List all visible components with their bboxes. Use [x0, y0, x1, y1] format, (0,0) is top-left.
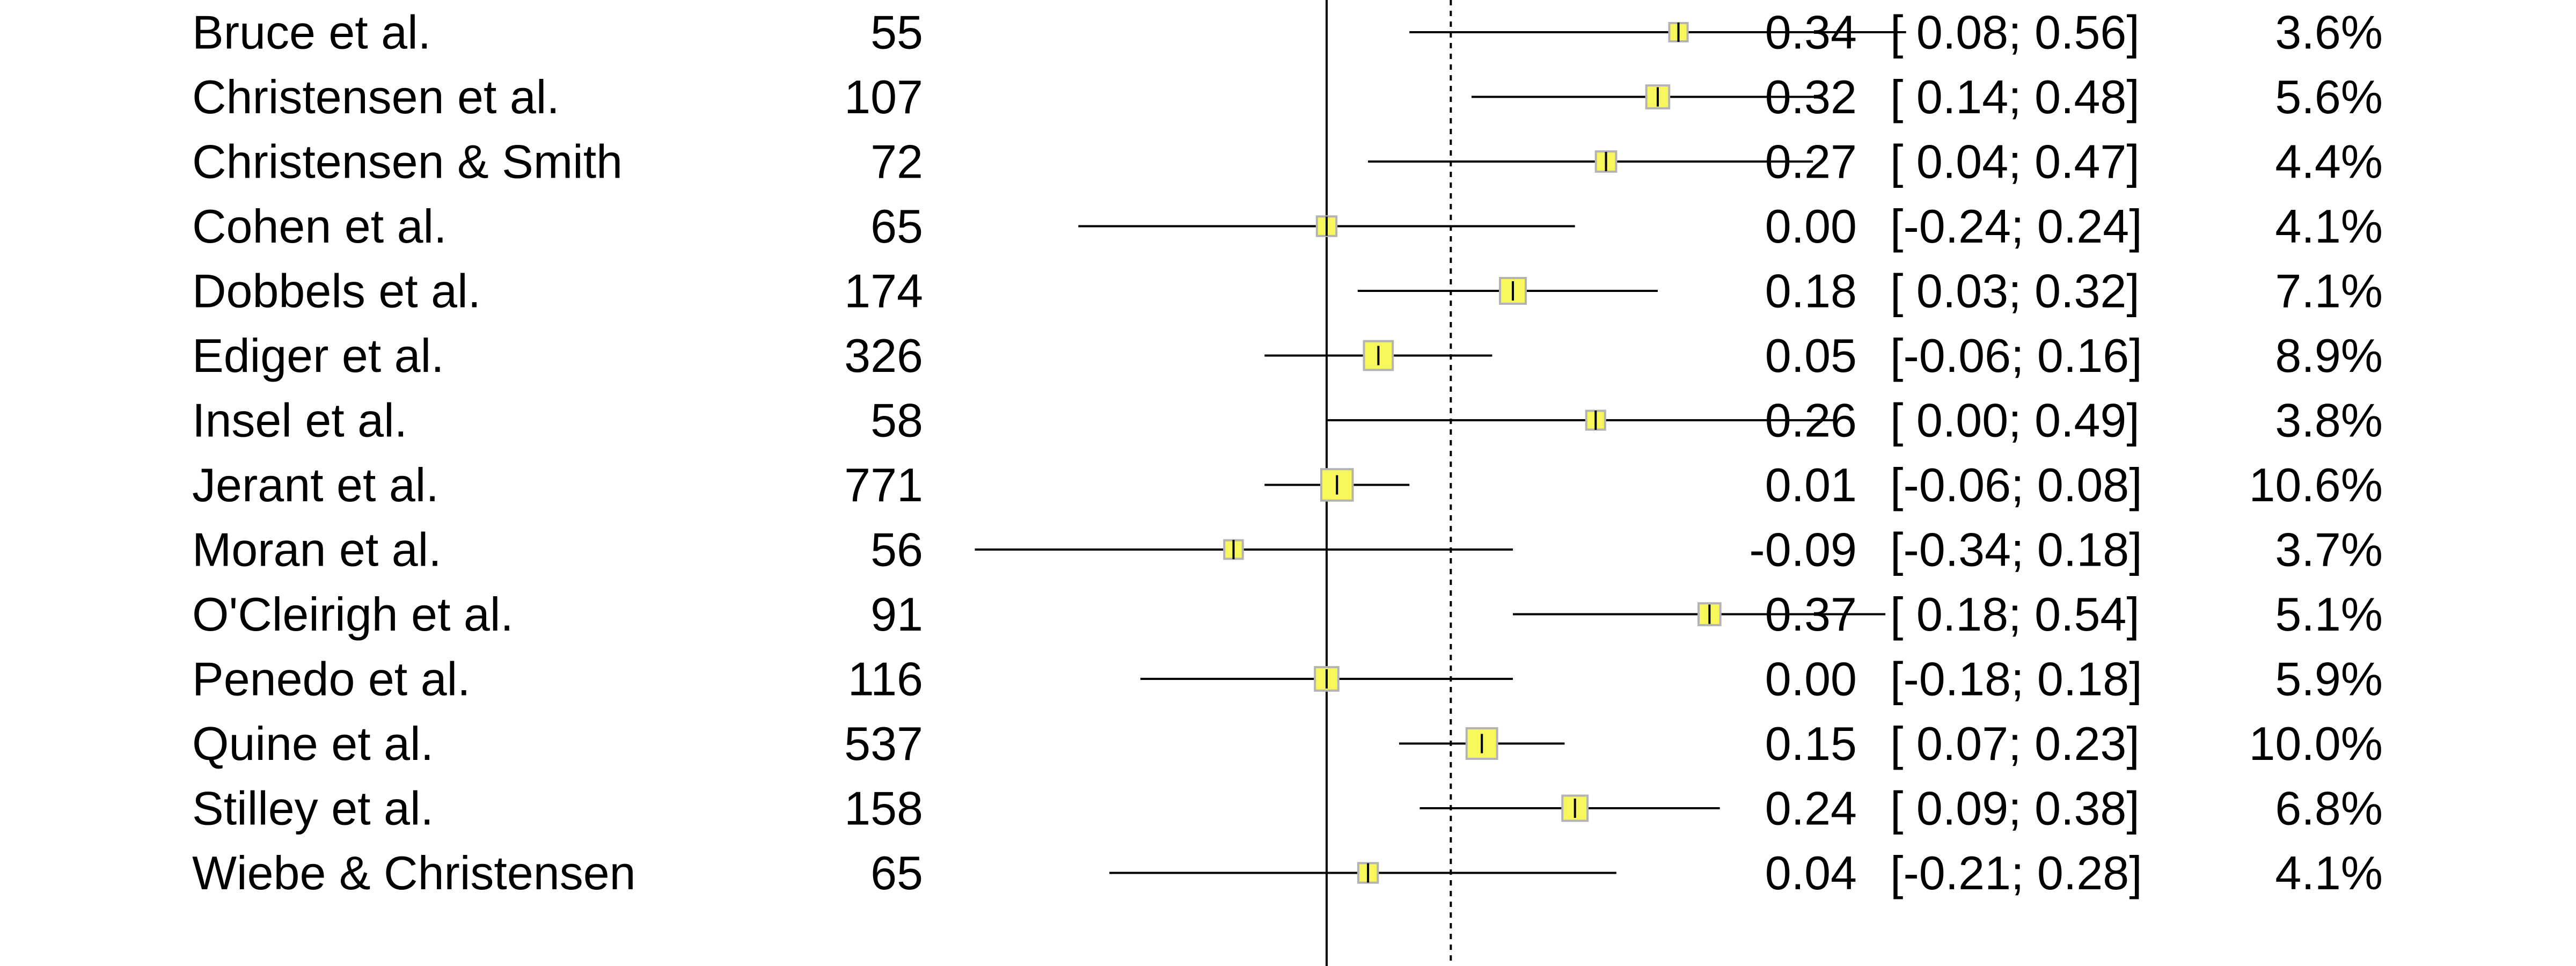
- study-label: Dobbels et al.: [192, 265, 481, 318]
- weight-square: [1320, 468, 1354, 502]
- sample-size: 107: [844, 70, 923, 123]
- study-label: Christensen & Smith: [192, 135, 623, 188]
- confidence-interval: [-0.06; 0.16]: [1890, 329, 2142, 382]
- study-label: Bruce et al.: [192, 6, 431, 59]
- weight-value: 3.6%: [2275, 6, 2383, 59]
- sample-size: 58: [870, 394, 923, 447]
- estimate-value: -0.09: [1749, 523, 1857, 576]
- confidence-interval: [ 0.08; 0.56]: [1890, 6, 2140, 59]
- sample-size: 326: [844, 329, 923, 382]
- study-row: Penedo et al. 116 0.00 [-0.18; 0.18] 5.9%: [192, 653, 2383, 706]
- weight-value: 10.0%: [2249, 717, 2383, 770]
- study-label: Wiebe & Christensen: [192, 846, 636, 899]
- confidence-interval: [-0.34; 0.18]: [1890, 523, 2142, 576]
- study-label: Ediger et al.: [192, 329, 444, 382]
- study-row: Ediger et al. 326 0.05 [-0.06; 0.16] 8.9%: [192, 329, 2383, 382]
- confidence-interval: [ 0.14; 0.48]: [1890, 70, 2140, 123]
- estimate-value: 0.27: [1765, 135, 1857, 188]
- weight-value: 6.8%: [2275, 782, 2383, 835]
- estimate-value: 0.00: [1765, 653, 1857, 706]
- confidence-interval: [ 0.04; 0.47]: [1890, 135, 2140, 188]
- estimate-value: 0.26: [1765, 394, 1857, 447]
- study-label: Stilley et al.: [192, 782, 434, 835]
- sample-size: 771: [844, 458, 923, 511]
- estimate-value: 0.15: [1765, 717, 1857, 770]
- weight-value: 4.1%: [2275, 846, 2383, 899]
- study-label: Penedo et al.: [192, 653, 471, 706]
- weight-value: 4.1%: [2275, 200, 2383, 253]
- study-row: Dobbels et al. 174 0.18 [ 0.03; 0.32] 7.1%: [192, 265, 2383, 318]
- study-row: Quine et al. 537 0.15 [ 0.07; 0.23] 10.0%: [192, 717, 2383, 770]
- estimate-value: 0.37: [1765, 588, 1857, 641]
- weight-value: 8.9%: [2275, 329, 2383, 382]
- weight-value: 7.1%: [2275, 265, 2383, 318]
- weight-value: 4.4%: [2275, 135, 2383, 188]
- confidence-interval: [-0.21; 0.28]: [1890, 846, 2142, 899]
- confidence-interval: [ 0.09; 0.38]: [1890, 782, 2140, 835]
- study-row: Jerant et al. 771 0.01 [-0.06; 0.08] 10.6%: [192, 458, 2383, 511]
- confidence-interval: [-0.24; 0.24]: [1890, 200, 2142, 253]
- study-row: Moran et al. 56 -0.09 [-0.34; 0.18] 3.7%: [192, 523, 2383, 576]
- estimate-value: 0.04: [1765, 846, 1857, 899]
- sample-size: 72: [870, 135, 923, 188]
- study-row: Bruce et al. 55 0.34 [ 0.08; 0.56] 3.6%: [192, 6, 2383, 59]
- study-row: Cohen et al. 65 0.00 [-0.24; 0.24] 4.1%: [192, 200, 2383, 253]
- study-label: Jerant et al.: [192, 458, 439, 511]
- sample-size: 116: [848, 653, 923, 706]
- study-label: Moran et al.: [192, 523, 442, 576]
- study-row: Wiebe & Christensen 65 0.04 [-0.21; 0.28] 4.…: [192, 846, 2383, 899]
- confidence-interval: [ 0.07; 0.23]: [1890, 717, 2140, 770]
- sample-size: 537: [844, 717, 923, 770]
- study-row: O'Cleirigh et al. 91 0.37 [ 0.18; 0.54] 5.1%: [192, 588, 2383, 641]
- study-row: Insel et al. 58 0.26 [ 0.00; 0.49] 3.8%: [192, 394, 2383, 447]
- sample-size: 65: [870, 200, 923, 253]
- confidence-interval: [-0.18; 0.18]: [1890, 653, 2142, 706]
- estimate-value: 0.32: [1765, 70, 1857, 123]
- study-label: Christensen et al.: [192, 70, 560, 123]
- study-label: Cohen et al.: [192, 200, 447, 253]
- weight-square: [1465, 727, 1498, 760]
- sample-size: 174: [844, 265, 923, 318]
- study-label: Quine et al.: [192, 717, 434, 770]
- confidence-interval: [-0.06; 0.08]: [1890, 458, 2142, 511]
- study-label: O'Cleirigh et al.: [192, 588, 514, 641]
- confidence-interval: [ 0.18; 0.54]: [1890, 588, 2140, 641]
- estimate-value: 0.24: [1765, 782, 1857, 835]
- estimate-value: 0.00: [1765, 200, 1857, 253]
- study-label: Insel et al.: [192, 394, 407, 447]
- weight-value: 10.6%: [2249, 458, 2383, 511]
- sample-size: 91: [870, 588, 923, 641]
- sample-size: 55: [870, 6, 923, 59]
- weight-value: 5.1%: [2275, 588, 2383, 641]
- estimate-value: 0.34: [1765, 6, 1857, 59]
- confidence-interval: [ 0.03; 0.32]: [1890, 265, 2140, 318]
- estimate-value: 0.01: [1765, 458, 1857, 511]
- study-row: Stilley et al. 158 0.24 [ 0.09; 0.38] 6.8%: [192, 782, 2383, 835]
- estimate-value: 0.05: [1765, 329, 1857, 382]
- weight-value: 5.6%: [2275, 70, 2383, 123]
- confidence-interval: [ 0.00; 0.49]: [1890, 394, 2140, 447]
- sample-size: 65: [870, 846, 923, 899]
- weight-value: 5.9%: [2275, 653, 2383, 706]
- study-rows: Bruce et al. 55 0.34 [ 0.08; 0.56] 3.6% Chris…: [192, 6, 2383, 900]
- estimate-value: 0.18: [1765, 265, 1857, 318]
- weight-value: 3.8%: [2275, 394, 2383, 447]
- sample-size: 158: [844, 782, 923, 835]
- study-row: Christensen et al. 107 0.32 [ 0.14; 0.48] 5.…: [192, 70, 2383, 123]
- study-row: Christensen & Smith 72 0.27 [ 0.04; 0.47] 4.…: [192, 135, 2383, 188]
- weight-value: 3.7%: [2275, 523, 2383, 576]
- sample-size: 56: [870, 523, 923, 576]
